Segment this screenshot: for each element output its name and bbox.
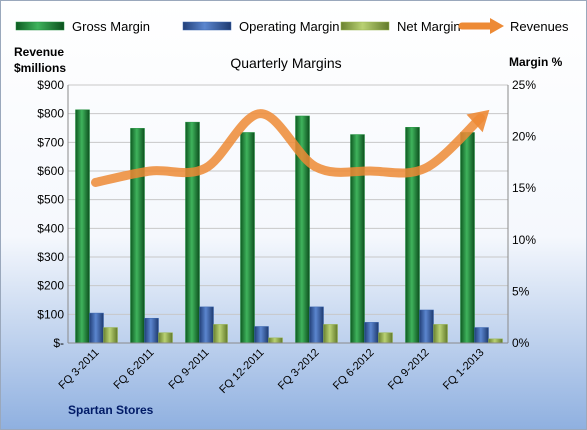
left-tick-label: $800 <box>37 107 64 121</box>
legend-label-gross-margin: Gross Margin <box>72 19 150 34</box>
bar-net-margin <box>268 337 283 344</box>
right-axis-title: Margin % <box>509 55 563 69</box>
bar-net-margin <box>378 332 393 344</box>
bar-net-margin <box>323 324 338 344</box>
bar-gross-margin <box>75 109 90 344</box>
bar-gross-margin <box>405 127 420 344</box>
left-tick-label: $- <box>53 336 64 350</box>
right-tick-label: 0% <box>512 336 530 350</box>
bar-operating-margin <box>364 322 379 344</box>
right-tick-label: 15% <box>512 181 536 195</box>
footer-label: Spartan Stores <box>68 403 154 417</box>
bar-net-margin <box>488 338 503 344</box>
bar-gross-margin <box>350 134 365 344</box>
chart-title: Quarterly Margins <box>230 55 341 71</box>
left-tick-label: $300 <box>37 250 64 264</box>
left-tick-label: $100 <box>37 307 64 321</box>
legend: Gross Margin Operating Margin Net Margin Re… <box>15 18 569 34</box>
bar-net-margin <box>433 324 448 344</box>
bar-gross-margin <box>130 128 145 344</box>
bar-operating-margin <box>419 309 434 344</box>
revenue-line-arrowhead <box>466 109 490 133</box>
left-tick-label: $700 <box>37 135 64 149</box>
right-tick-label: 5% <box>512 284 530 298</box>
bars <box>75 109 503 344</box>
legend-swatch-gross-margin <box>15 21 65 31</box>
bar-operating-margin <box>254 326 269 344</box>
left-tick-label: $200 <box>37 279 64 293</box>
bar-gross-margin <box>460 132 475 344</box>
bar-operating-margin <box>474 327 489 344</box>
bar-operating-margin <box>89 312 104 344</box>
revenue-line-path <box>91 109 485 187</box>
legend-label-net-margin: Net Margin <box>397 19 461 34</box>
left-tick-label: $600 <box>37 164 64 178</box>
bar-gross-margin <box>185 121 200 344</box>
bar-operating-margin <box>144 317 159 344</box>
bar-operating-margin <box>199 306 214 344</box>
legend-label-revenues: Revenues <box>510 19 569 34</box>
bar-operating-margin <box>309 306 324 344</box>
bar-net-margin <box>158 332 173 344</box>
legend-swatch-net-margin <box>340 21 390 31</box>
right-tick-label: 25% <box>512 78 536 92</box>
legend-swatch-operating-margin <box>182 21 232 31</box>
left-tick-label: $500 <box>37 193 64 207</box>
revenue-line <box>91 109 490 187</box>
left-axis-title-line1: Revenue <box>14 45 64 59</box>
right-tick-label: 10% <box>512 233 536 247</box>
bar-net-margin <box>103 327 118 344</box>
bar-gross-margin <box>240 132 255 344</box>
legend-swatch-arrowhead <box>490 18 504 34</box>
left-axis-title-line2: $millions <box>14 61 66 75</box>
left-tick-label: $900 <box>37 78 64 92</box>
left-tick-label: $400 <box>37 221 64 235</box>
legend-label-operating-margin: Operating Margin <box>239 19 339 34</box>
bar-net-margin <box>213 324 228 344</box>
right-tick-label: 20% <box>512 130 536 144</box>
